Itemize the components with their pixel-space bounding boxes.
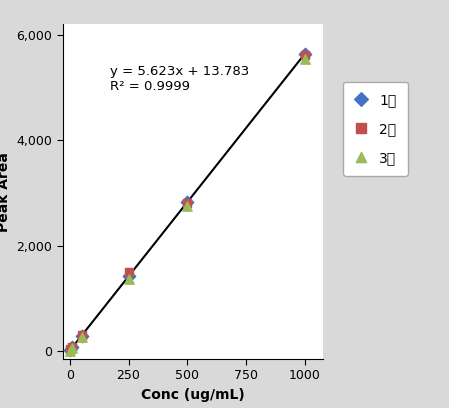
- 2차: [78, 332, 85, 338]
- 3차: [184, 203, 191, 210]
- 2차: [184, 199, 191, 206]
- 1차: [301, 51, 308, 58]
- 3차: [69, 345, 76, 352]
- 1차: [184, 199, 191, 206]
- 1차: [69, 344, 76, 351]
- 3차: [66, 348, 74, 355]
- 2차: [69, 344, 76, 350]
- 2차: [301, 52, 308, 58]
- X-axis label: Conc (ug/mL): Conc (ug/mL): [141, 388, 245, 402]
- 2차: [125, 269, 132, 275]
- 1차: [66, 347, 74, 354]
- Legend: 1차, 2차, 3차: 1차, 2차, 3차: [343, 82, 408, 176]
- 2차: [66, 346, 74, 353]
- 3차: [125, 275, 132, 282]
- 3차: [301, 56, 308, 62]
- 1차: [78, 332, 85, 339]
- Text: y = 5.623x + 13.783
R² = 0.9999: y = 5.623x + 13.783 R² = 0.9999: [110, 64, 249, 93]
- 3차: [78, 333, 85, 340]
- 1차: [125, 273, 132, 279]
- Y-axis label: Peak Area: Peak Area: [0, 152, 11, 232]
